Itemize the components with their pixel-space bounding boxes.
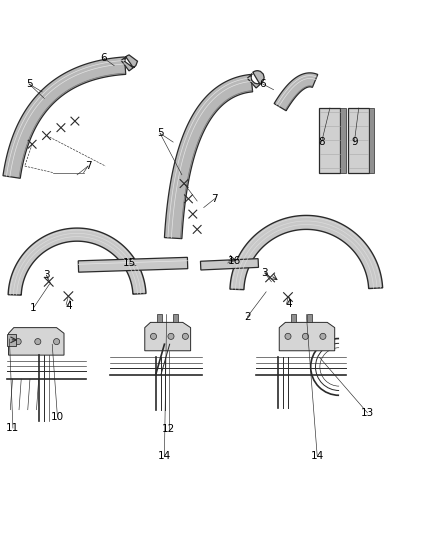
Circle shape bbox=[15, 338, 21, 345]
Text: 8: 8 bbox=[318, 137, 325, 147]
Polygon shape bbox=[247, 71, 264, 88]
Circle shape bbox=[150, 333, 156, 340]
Text: 5: 5 bbox=[26, 79, 32, 89]
Text: 1: 1 bbox=[30, 303, 37, 313]
Bar bbox=[173, 313, 178, 321]
Circle shape bbox=[53, 338, 60, 345]
Polygon shape bbox=[121, 55, 138, 71]
Polygon shape bbox=[230, 215, 383, 289]
Text: 3: 3 bbox=[261, 268, 268, 278]
Text: 14: 14 bbox=[311, 451, 324, 462]
Text: 12: 12 bbox=[162, 424, 175, 434]
Polygon shape bbox=[3, 57, 126, 178]
Text: 5: 5 bbox=[157, 128, 163, 139]
Polygon shape bbox=[78, 257, 188, 272]
Text: 13: 13 bbox=[361, 408, 374, 418]
Text: 16: 16 bbox=[228, 256, 241, 266]
Polygon shape bbox=[164, 75, 253, 239]
Polygon shape bbox=[8, 228, 146, 295]
Bar bbox=[7, 334, 16, 346]
Bar bbox=[319, 108, 340, 173]
Text: 7: 7 bbox=[211, 194, 218, 204]
Text: 4: 4 bbox=[286, 298, 292, 309]
Circle shape bbox=[35, 338, 41, 345]
Circle shape bbox=[320, 333, 326, 340]
Bar bbox=[307, 313, 312, 321]
Text: 2: 2 bbox=[244, 312, 251, 322]
Text: 7: 7 bbox=[85, 161, 92, 171]
Bar bbox=[156, 313, 162, 321]
Text: 11: 11 bbox=[6, 423, 20, 433]
Circle shape bbox=[182, 333, 188, 340]
Bar bbox=[340, 108, 346, 173]
Bar bbox=[369, 108, 374, 173]
Text: 6: 6 bbox=[259, 79, 266, 89]
Bar bbox=[348, 108, 369, 173]
Text: 10: 10 bbox=[51, 412, 64, 422]
Polygon shape bbox=[201, 259, 258, 270]
Text: 6: 6 bbox=[100, 53, 106, 63]
Text: 9: 9 bbox=[351, 137, 358, 147]
Polygon shape bbox=[145, 322, 191, 351]
Polygon shape bbox=[9, 328, 64, 355]
Bar bbox=[290, 313, 296, 321]
Text: 15: 15 bbox=[123, 258, 136, 268]
Circle shape bbox=[302, 333, 308, 340]
Text: 14: 14 bbox=[158, 451, 171, 462]
Text: 4: 4 bbox=[65, 301, 72, 311]
Circle shape bbox=[168, 333, 174, 340]
Polygon shape bbox=[274, 73, 318, 111]
Text: 3: 3 bbox=[43, 270, 50, 280]
Circle shape bbox=[285, 333, 291, 340]
Polygon shape bbox=[279, 322, 335, 351]
